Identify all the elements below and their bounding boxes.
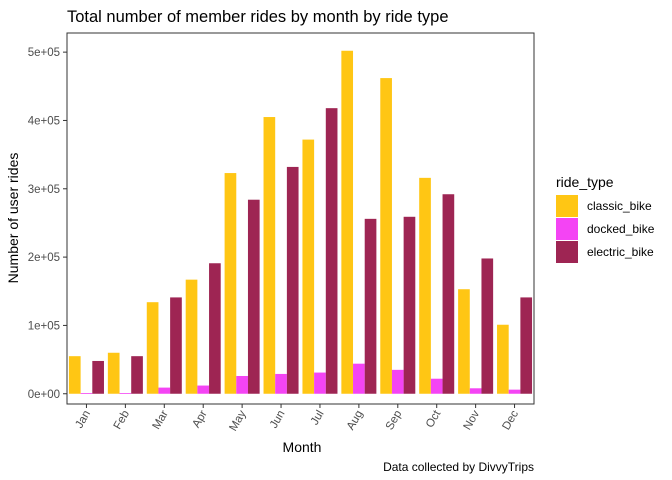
bar-docked-bike-mar <box>158 387 171 394</box>
bar-electric-bike-dec <box>520 297 533 394</box>
y-tick-label: 4e+05 <box>28 115 60 127</box>
bar-classic-bike-oct <box>419 177 431 394</box>
x-tick-label-feb: Feb <box>112 409 132 432</box>
chart-caption: Data collected by DivvyTrips <box>383 460 534 474</box>
bar-electric-bike-nov <box>481 258 494 394</box>
bar-electric-bike-oct <box>442 194 455 394</box>
bar-electric-bike-mar <box>170 297 182 394</box>
legend-key-docked-bike <box>556 218 578 240</box>
y-tick-label: 3e+05 <box>28 184 60 196</box>
y-tick-label: 0e+00 <box>28 389 60 401</box>
plot-border <box>66 32 535 405</box>
bar-docked-bike-jun <box>275 373 287 394</box>
legend: ride_type classic_bike docked_bikeelectri… <box>556 174 655 263</box>
plot-area: 0e+00 1e+05 2e+05 3e+05 4e+05 5e+05 Jan Feb Mar A… <box>28 32 535 433</box>
bar-classic-bike-nov <box>458 289 470 394</box>
x-tick-label-oct: Oct <box>424 408 444 430</box>
bar-classic-bike-jul <box>302 139 315 394</box>
legend-label-docked-bike: docked_bike <box>587 222 655 236</box>
x-axis-title: Month <box>283 439 322 455</box>
bar-docked-bike-jan <box>80 393 93 394</box>
x-tick-label-jun: Jun <box>268 409 288 431</box>
x-tick-label-nov: Nov <box>462 408 483 432</box>
y-tick-label: 2e+05 <box>28 252 60 264</box>
y-tick-label: 1e+05 <box>28 320 60 332</box>
bar-docked-bike-feb <box>119 393 132 394</box>
bar-electric-bike-may <box>247 199 260 394</box>
x-tick-label-apr: Apr <box>190 408 209 430</box>
legend-label-classic-bike: classic_bike <box>587 199 652 213</box>
bar-electric-bike-jul <box>325 108 338 394</box>
bar-docked-bike-oct <box>430 378 443 394</box>
bar-docked-bike-nov <box>469 388 482 394</box>
bar-docked-bike-aug <box>353 363 365 394</box>
y-axis-title: Number of user rides <box>5 153 21 284</box>
bar-docked-bike-may <box>236 375 248 394</box>
bar-electric-bike-jun <box>286 166 299 394</box>
legend-title: ride_type <box>556 174 614 190</box>
y-tick-label: 5e+05 <box>28 47 60 59</box>
chart-title: Total number of member rides by month by… <box>67 8 449 26</box>
x-tick-label-may: May <box>227 408 248 433</box>
bar-classic-bike-feb <box>107 352 120 394</box>
legend-key-electric-bike <box>556 241 578 263</box>
bar-electric-bike-aug <box>364 218 377 394</box>
legend-key-classic-bike <box>556 195 578 217</box>
bar-docked-bike-sep <box>391 369 404 394</box>
bar-classic-bike-may <box>224 173 237 394</box>
x-tick-label-mar: Mar <box>151 408 171 431</box>
bar-classic-bike-mar <box>146 302 159 394</box>
x-tick-label-sep: Sep <box>384 409 405 433</box>
bar-docked-bike-apr <box>197 385 210 394</box>
bar-docked-bike-dec <box>508 389 521 394</box>
bar-classic-bike-apr <box>185 279 198 394</box>
bar-docked-bike-jul <box>314 372 326 394</box>
bar-classic-bike-jun <box>263 117 276 394</box>
x-tick-label-dec: Dec <box>500 408 521 432</box>
bar-electric-bike-jan <box>92 360 104 394</box>
x-tick-label-jul: Jul <box>309 409 327 428</box>
bar-classic-bike-dec <box>497 324 509 394</box>
bar-classic-bike-sep <box>380 78 392 394</box>
bar-classic-bike-jan <box>68 356 81 394</box>
bar-electric-bike-apr <box>209 263 221 394</box>
bar-electric-bike-sep <box>403 216 416 394</box>
plot-panel <box>67 33 534 404</box>
x-tick-label-jan: Jan <box>73 409 93 431</box>
bar-electric-bike-feb <box>131 356 143 394</box>
legend-label-electric-bike: electric_bike <box>587 245 654 259</box>
x-tick-label-aug: Aug <box>345 409 366 433</box>
bar-classic-bike-aug <box>341 50 354 394</box>
